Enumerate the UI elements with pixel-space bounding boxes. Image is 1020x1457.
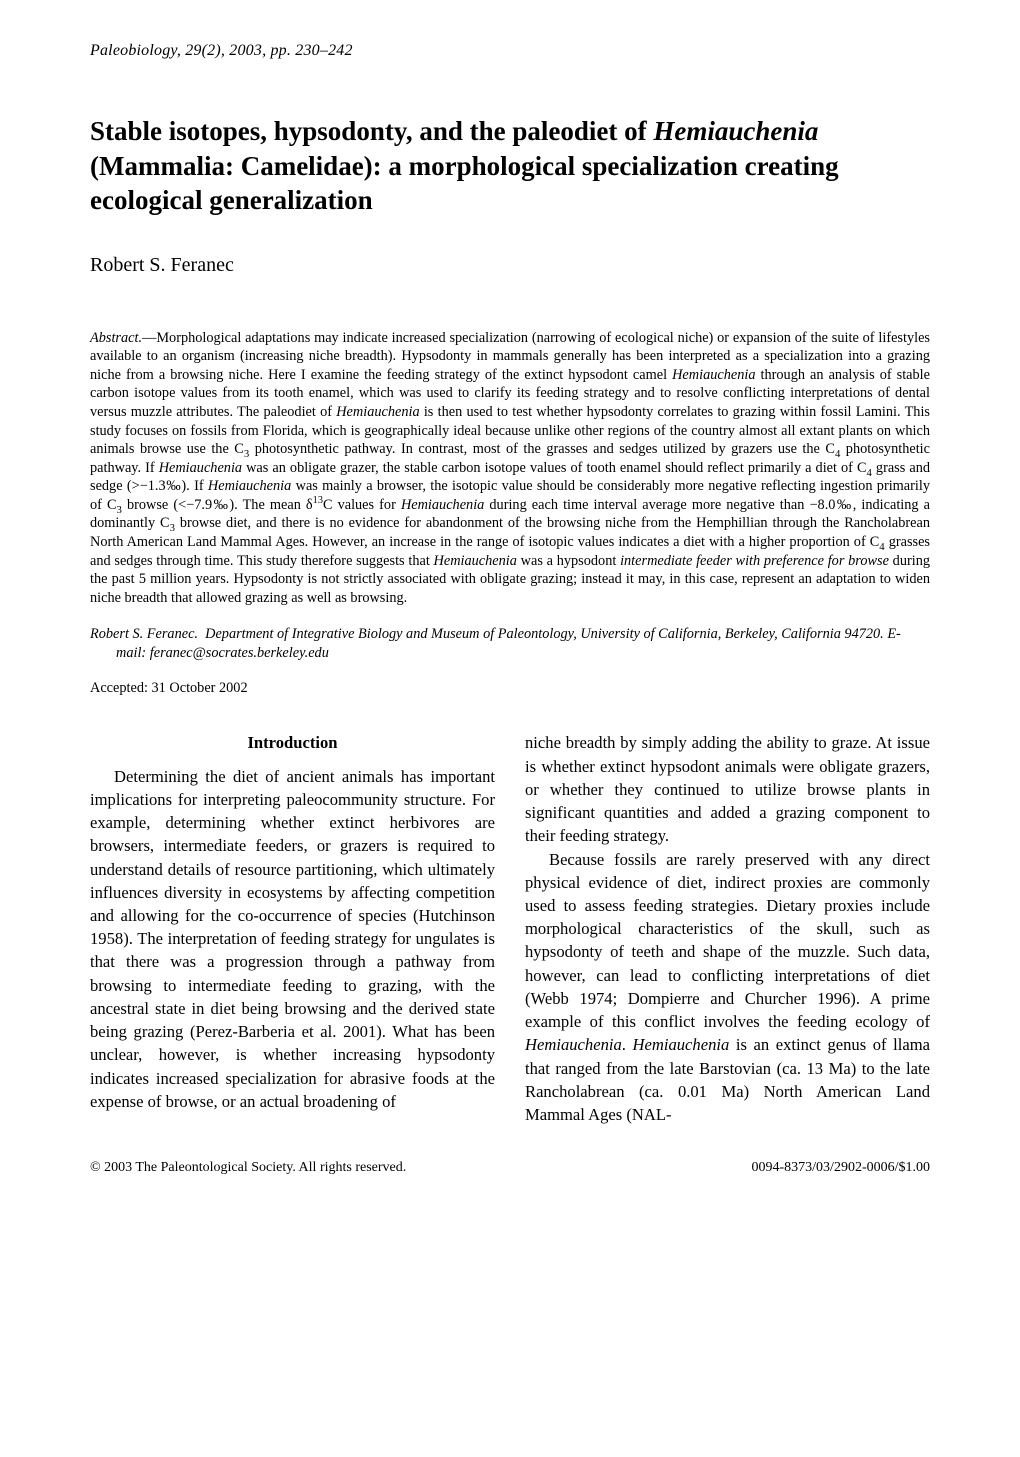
running-head: Paleobiology, 29(2), 2003, pp. 230–242: [90, 42, 930, 60]
abstract-text: —Morphological adaptations may indicate …: [90, 330, 930, 606]
body-paragraph: niche breadth by simply adding the abili…: [525, 731, 930, 847]
section-heading-introduction: Introduction: [90, 731, 495, 754]
article-title: Stable isotopes, hypsodonty, and the pal…: [90, 114, 930, 218]
article-id-line: 0094-8373/03/2902-0006/$1.00: [752, 1160, 931, 1176]
abstract-label: Abstract.: [90, 330, 142, 346]
two-column-body: Introduction Determining the diet of anc…: [90, 731, 930, 1126]
column-left: Introduction Determining the diet of anc…: [90, 731, 495, 1126]
body-paragraph: Determining the diet of ancient animals …: [90, 765, 495, 1113]
column-right: niche breadth by simply adding the abili…: [525, 731, 930, 1126]
copyright-line: © 2003 The Paleontological Society. All …: [90, 1160, 406, 1176]
author-affiliation: Robert S. Feranec. Department of Integra…: [90, 625, 930, 662]
accepted-line: Accepted: 31 October 2002: [90, 680, 930, 697]
page-footer: © 2003 The Paleontological Society. All …: [90, 1160, 930, 1176]
abstract-block: Abstract.—Morphological adaptations may …: [90, 329, 930, 608]
body-paragraph: Because fossils are rarely preserved wit…: [525, 848, 930, 1127]
author-name: Robert S. Feranec: [90, 254, 930, 277]
